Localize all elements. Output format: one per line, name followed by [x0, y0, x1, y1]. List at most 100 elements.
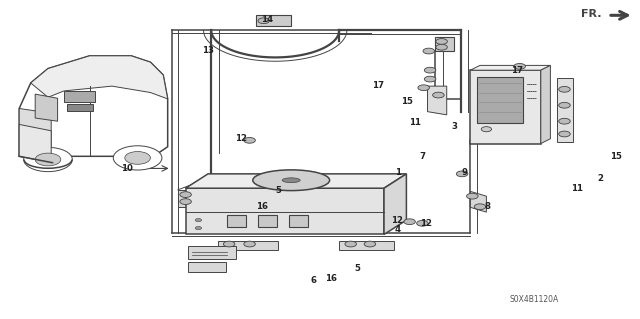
- Text: 7: 7: [419, 152, 426, 161]
- Circle shape: [436, 44, 447, 50]
- Bar: [477, 77, 523, 123]
- Circle shape: [417, 220, 428, 226]
- Text: 12: 12: [235, 134, 246, 143]
- Text: 16: 16: [257, 202, 268, 211]
- Circle shape: [180, 199, 191, 204]
- Text: 17: 17: [511, 66, 523, 75]
- Bar: [256, 15, 291, 26]
- Circle shape: [423, 48, 435, 54]
- Circle shape: [456, 171, 468, 177]
- Circle shape: [180, 192, 191, 197]
- Circle shape: [481, 127, 492, 132]
- Polygon shape: [470, 191, 486, 212]
- Polygon shape: [428, 86, 447, 115]
- Circle shape: [529, 98, 531, 99]
- Bar: [64, 91, 95, 102]
- Text: 8: 8: [484, 202, 491, 211]
- Bar: [188, 262, 226, 272]
- Ellipse shape: [253, 170, 330, 190]
- Circle shape: [195, 226, 202, 230]
- Text: 6: 6: [310, 276, 317, 285]
- Text: 9: 9: [461, 168, 467, 177]
- Circle shape: [531, 84, 532, 85]
- Bar: [188, 246, 236, 259]
- Text: 14: 14: [262, 15, 273, 24]
- Circle shape: [531, 98, 532, 99]
- Circle shape: [474, 204, 486, 210]
- Circle shape: [24, 147, 72, 172]
- Circle shape: [559, 118, 570, 124]
- Bar: [67, 104, 93, 111]
- Polygon shape: [541, 65, 550, 144]
- Circle shape: [467, 193, 478, 199]
- Circle shape: [527, 98, 529, 99]
- Circle shape: [534, 91, 536, 92]
- Circle shape: [532, 84, 535, 85]
- Circle shape: [195, 219, 202, 222]
- Polygon shape: [31, 56, 168, 99]
- Text: 3: 3: [451, 122, 458, 131]
- Text: FR.: FR.: [581, 9, 602, 19]
- Polygon shape: [470, 65, 550, 70]
- Circle shape: [559, 102, 570, 108]
- Text: 16: 16: [326, 274, 337, 283]
- Circle shape: [244, 241, 255, 247]
- Bar: [339, 241, 394, 250]
- Circle shape: [404, 219, 415, 225]
- Text: 2: 2: [597, 174, 604, 183]
- Bar: [435, 37, 454, 51]
- Circle shape: [534, 98, 536, 99]
- Circle shape: [534, 84, 536, 85]
- Polygon shape: [470, 70, 541, 144]
- Bar: [186, 188, 384, 234]
- Circle shape: [364, 241, 376, 247]
- Bar: [218, 241, 278, 250]
- Polygon shape: [35, 94, 58, 121]
- Polygon shape: [19, 56, 168, 156]
- Circle shape: [223, 241, 235, 247]
- Circle shape: [531, 91, 532, 92]
- Text: 12: 12: [391, 216, 403, 225]
- Text: 11: 11: [572, 184, 583, 193]
- Text: 5: 5: [354, 264, 360, 273]
- Bar: [227, 215, 246, 227]
- Circle shape: [559, 86, 570, 92]
- Circle shape: [514, 63, 525, 69]
- Circle shape: [35, 153, 61, 166]
- Circle shape: [532, 91, 535, 92]
- Text: 15: 15: [610, 152, 621, 161]
- Text: 13: 13: [202, 46, 214, 55]
- Text: 1: 1: [395, 168, 401, 177]
- Text: 17: 17: [372, 81, 383, 90]
- Circle shape: [529, 84, 531, 85]
- Polygon shape: [186, 174, 406, 188]
- Circle shape: [244, 137, 255, 143]
- Text: 10: 10: [121, 164, 132, 173]
- Circle shape: [433, 92, 444, 98]
- Circle shape: [532, 98, 535, 99]
- Polygon shape: [19, 124, 51, 163]
- Text: S0X4B1120A: S0X4B1120A: [510, 295, 559, 304]
- Text: 5: 5: [275, 186, 282, 195]
- Bar: [289, 215, 308, 227]
- Text: 11: 11: [409, 118, 420, 127]
- Circle shape: [527, 91, 529, 92]
- Bar: [258, 215, 277, 227]
- Circle shape: [559, 131, 570, 137]
- Circle shape: [527, 84, 529, 85]
- Circle shape: [418, 85, 429, 91]
- Circle shape: [424, 76, 436, 82]
- Polygon shape: [19, 108, 51, 163]
- Circle shape: [345, 241, 356, 247]
- Text: 15: 15: [401, 97, 413, 106]
- Ellipse shape: [282, 178, 300, 182]
- Polygon shape: [384, 174, 406, 234]
- Bar: [178, 190, 205, 207]
- Circle shape: [436, 39, 447, 44]
- Circle shape: [529, 91, 531, 92]
- Text: 12: 12: [420, 219, 431, 228]
- Polygon shape: [557, 78, 573, 142]
- Circle shape: [113, 146, 162, 170]
- Circle shape: [424, 67, 436, 73]
- Text: 4: 4: [395, 225, 401, 234]
